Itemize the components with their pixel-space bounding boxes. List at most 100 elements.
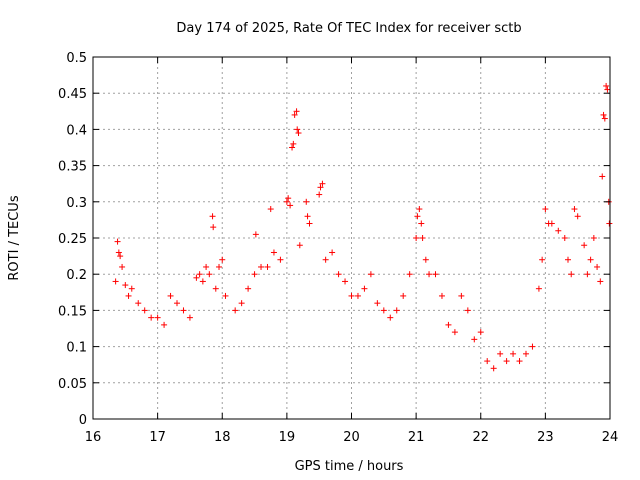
- data-points: [112, 82, 613, 372]
- data-point: [342, 278, 349, 285]
- x-axis-ticks: 16 17 18 19 20 21 22 23 24: [85, 57, 618, 445]
- data-point: [516, 358, 523, 365]
- data-point: [270, 249, 277, 256]
- data-point: [317, 184, 324, 191]
- y-tick-label: 0.15: [58, 304, 87, 319]
- data-point: [581, 242, 588, 249]
- data-point: [287, 202, 294, 209]
- data-point: [354, 292, 361, 299]
- data-point: [426, 271, 433, 278]
- data-point: [348, 292, 355, 299]
- data-point: [561, 235, 568, 241]
- data-point: [291, 111, 298, 118]
- data-point: [290, 140, 297, 147]
- data-point: [555, 227, 562, 234]
- data-point: [432, 271, 439, 278]
- data-point: [203, 263, 210, 270]
- x-axis-label: GPS time / hours: [295, 459, 404, 474]
- chart-title: Day 174 of 2025, Rate Of TEC Index for r…: [176, 21, 521, 36]
- data-point: [209, 213, 216, 220]
- data-point: [535, 285, 542, 292]
- data-point: [587, 256, 594, 263]
- data-point: [568, 271, 575, 278]
- y-tick-label: 0.35: [58, 160, 87, 175]
- x-tick-label: 16: [85, 430, 102, 445]
- data-point: [258, 263, 265, 270]
- data-point: [451, 329, 458, 336]
- data-point: [413, 235, 420, 241]
- y-tick-label: 0: [79, 413, 87, 428]
- data-point: [219, 256, 226, 263]
- data-point: [117, 253, 124, 260]
- data-point: [477, 329, 484, 336]
- x-tick-label: 18: [214, 430, 231, 445]
- data-point: [603, 82, 610, 89]
- data-point: [497, 350, 504, 357]
- data-point: [564, 256, 571, 263]
- data-point: [112, 278, 119, 285]
- data-point: [186, 314, 193, 321]
- data-point: [141, 307, 148, 314]
- data-point: [484, 358, 491, 365]
- data-point: [594, 263, 601, 270]
- data-point: [380, 307, 387, 314]
- data-point: [135, 300, 142, 307]
- data-point: [599, 173, 606, 180]
- y-tick-label: 0.3: [66, 196, 87, 211]
- data-point: [400, 292, 407, 299]
- data-point: [422, 256, 429, 263]
- data-point: [322, 256, 329, 263]
- x-tick-label: 20: [343, 430, 360, 445]
- data-point: [600, 111, 607, 118]
- data-point: [289, 144, 296, 151]
- data-point: [522, 350, 529, 357]
- x-tick-label: 23: [537, 430, 554, 445]
- data-point: [604, 86, 611, 93]
- data-point: [597, 278, 604, 285]
- y-tick-label: 0.25: [58, 232, 87, 247]
- data-point: [584, 271, 591, 278]
- data-point: [295, 130, 302, 137]
- data-point: [601, 115, 608, 122]
- data-point: [174, 300, 181, 307]
- data-point: [329, 249, 336, 256]
- x-tick-label: 17: [149, 430, 166, 445]
- data-point: [114, 238, 121, 245]
- x-tick-label: 19: [279, 430, 296, 445]
- data-point: [154, 314, 161, 321]
- data-point: [419, 235, 426, 241]
- data-point: [222, 292, 229, 299]
- data-point: [251, 271, 258, 278]
- data-point: [119, 263, 126, 270]
- data-point: [367, 271, 374, 278]
- data-point: [306, 220, 313, 227]
- data-point: [267, 206, 274, 213]
- data-point: [319, 180, 326, 187]
- data-point: [416, 206, 423, 213]
- data-point: [387, 314, 394, 321]
- x-tick-label: 21: [408, 430, 425, 445]
- data-point: [445, 321, 452, 328]
- grid-lines: [93, 57, 610, 419]
- data-point: [216, 263, 223, 270]
- data-point: [361, 285, 368, 292]
- data-point: [590, 235, 597, 241]
- data-point: [161, 321, 168, 328]
- data-point: [294, 126, 301, 133]
- data-point: [406, 271, 413, 278]
- data-point: [296, 242, 303, 249]
- data-point: [264, 263, 271, 270]
- data-point: [232, 307, 239, 314]
- data-point: [167, 292, 174, 299]
- data-point: [574, 213, 581, 220]
- y-axis-ticks: 0 0.05 0.1 0.15 0.2 0.25 0.3 0.35 0.4 0.45 0.5: [58, 51, 610, 428]
- data-point: [293, 108, 300, 115]
- data-point: [529, 343, 536, 350]
- data-point: [180, 307, 187, 314]
- data-point: [539, 256, 546, 263]
- data-point: [210, 224, 217, 231]
- data-point: [283, 198, 290, 205]
- data-point: [148, 314, 155, 321]
- y-axis-label: ROTI / TECUs: [7, 195, 22, 280]
- data-point: [115, 249, 122, 256]
